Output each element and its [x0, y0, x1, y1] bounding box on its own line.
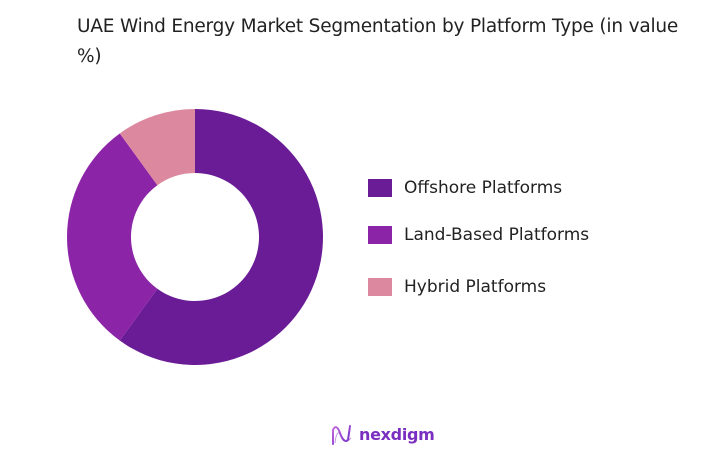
donut-slices	[66, 109, 323, 366]
donut-slice-offshore	[119, 109, 323, 366]
legend-swatch-hybrid	[368, 278, 392, 296]
legend-swatch-land-based	[368, 226, 392, 244]
legend-label-offshore: Offshore Platforms	[404, 178, 563, 198]
legend-label-hybrid: Hybrid Platforms	[404, 277, 547, 297]
legend-swatch-offshore	[368, 179, 392, 197]
donut-slice-land-based	[66, 133, 158, 341]
nexdigm-wave-icon	[332, 425, 352, 445]
donut-slice-hybrid	[119, 109, 195, 186]
brand-name: nexdigm	[359, 425, 435, 444]
legend-label-land-based: Land-Based Platforms	[404, 225, 590, 245]
chart-title: UAE Wind Energy Market Segmentation by P…	[77, 16, 679, 67]
